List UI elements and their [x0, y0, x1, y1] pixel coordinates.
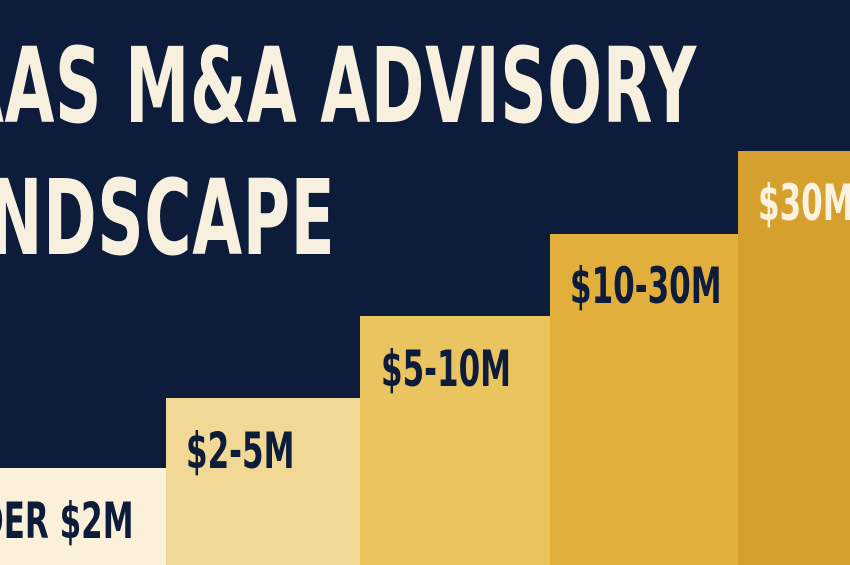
tier-step-under-2m: DER $2M [0, 468, 166, 565]
tier-label-5-10m: $5-10M [381, 340, 511, 398]
tier-step-5-10m: $5-10M [360, 316, 550, 565]
title-line-2: ANDSCAPE [0, 157, 336, 279]
tier-label-2-5m: $2-5M [186, 422, 295, 480]
title-line-1: AAS M&A ADVISORY [0, 25, 697, 147]
tier-step-10-30m: $10-30M [550, 234, 738, 565]
tier-label-under-2m: DER $2M [0, 492, 134, 550]
tier-label-10-30m: $10-30M [570, 257, 722, 315]
tier-label-30m-plus: $30M+ [758, 174, 850, 232]
tier-step-30m-plus: $30M+ [738, 151, 850, 565]
tier-step-2-5m: $2-5M [166, 398, 360, 565]
